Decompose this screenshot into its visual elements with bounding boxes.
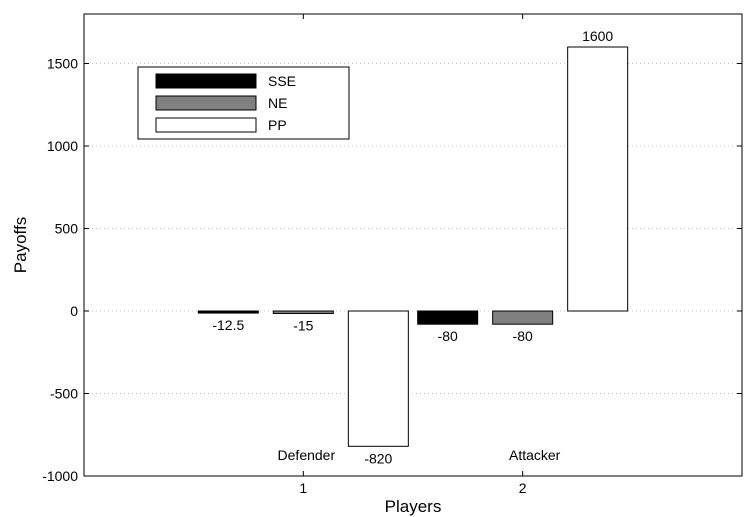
- legend-label-ne: NE: [268, 95, 287, 111]
- legend-swatch-pp: [155, 117, 257, 133]
- plot-frame: [83, 13, 743, 477]
- data-label: -15: [293, 317, 313, 333]
- data-label: -80: [513, 328, 533, 344]
- bar-pp: [347, 310, 409, 447]
- legend-swatch-ne: [155, 95, 257, 111]
- data-label: 1600: [582, 28, 613, 44]
- legend-label-pp: PP: [268, 117, 287, 133]
- bar-sse: [197, 310, 259, 314]
- y-tick-label: -1000: [42, 468, 78, 484]
- category-annotation: Defender: [278, 447, 336, 463]
- data-labels: -12.5 -15 -820 Defender -80 -80 1600 Attacker: [212, 28, 613, 466]
- data-label: -820: [364, 450, 392, 466]
- x-tick-label: 2: [519, 480, 527, 496]
- category-annotation: Attacker: [509, 447, 561, 463]
- bar-pp: [567, 46, 629, 312]
- data-label: -12.5: [212, 317, 244, 333]
- y-tick-label: 1000: [47, 138, 78, 154]
- bar-ne: [492, 310, 554, 325]
- legend-swatch-sse: [155, 73, 257, 89]
- bar-ne: [272, 310, 334, 314]
- y-tick-label: 500: [55, 221, 79, 237]
- bars: [197, 46, 629, 447]
- data-label: -80: [438, 328, 458, 344]
- legend-label-sse: SSE: [268, 73, 296, 89]
- y-tick-label: 1500: [47, 56, 78, 72]
- y-tick-label: 0: [70, 303, 78, 319]
- grid-lines: [84, 63, 742, 394]
- bar-sse: [417, 310, 479, 325]
- axis-ticks: -1000 -500 0 500 1000 1500 1 2: [42, 14, 742, 496]
- x-axis-title: Players: [385, 497, 442, 516]
- x-tick-label: 1: [299, 480, 307, 496]
- y-tick-label: -500: [50, 386, 78, 402]
- legend: SSE NE PP: [137, 66, 350, 140]
- y-axis-title: Payoffs: [11, 217, 30, 273]
